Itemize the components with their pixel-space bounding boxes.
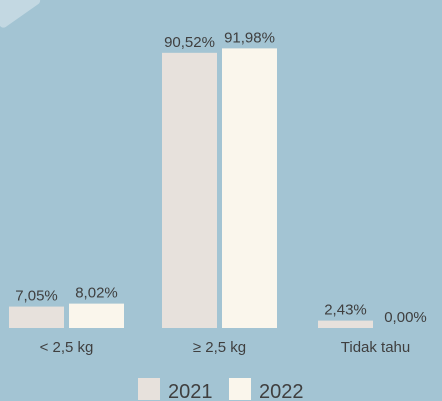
legend: 2021 2022 [138, 378, 304, 401]
value-label-2021-0: 7,05% [15, 288, 58, 305]
bar-2021-0 [9, 306, 64, 328]
category-label-2: Tidak tahu [341, 339, 411, 356]
value-label-2022-2: 0,00% [384, 309, 427, 326]
legend-swatch-2022 [229, 378, 251, 400]
value-label-2021-1: 90,52% [164, 34, 215, 51]
bars-group [9, 48, 373, 328]
bar-2021-1 [162, 52, 217, 328]
bar-2022-1 [222, 48, 277, 328]
legend-swatch-2021 [138, 378, 160, 400]
legend-label-2022: 2022 [259, 381, 304, 401]
value-label-2021-2: 2,43% [324, 302, 367, 319]
category-labels-group: < 2,5 kg ≥ 2,5 kg Tidak tahu [40, 339, 411, 356]
value-labels-group: 7,05% 8,02% 90,52% 91,98% 2,43% 0,00% [15, 29, 427, 326]
value-label-2022-0: 8,02% [75, 285, 118, 302]
bar-2021-2 [318, 320, 373, 328]
category-label-0: < 2,5 kg [40, 339, 94, 356]
value-label-2022-1: 91,98% [224, 29, 275, 46]
legend-label-2021: 2021 [168, 381, 213, 401]
category-label-1: ≥ 2,5 kg [193, 339, 246, 356]
bar-2022-0 [69, 303, 124, 328]
